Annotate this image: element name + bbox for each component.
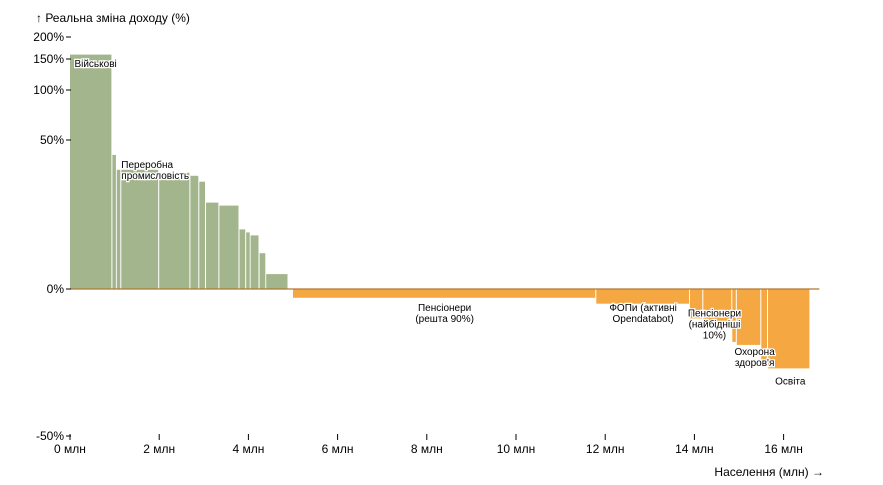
- annotation-label: Пенсіонери (решта 90%): [415, 303, 474, 325]
- bar-negative-15: [596, 289, 689, 304]
- annotation-label: Охорона здоров'я: [734, 347, 775, 369]
- annotation-label: Військові: [74, 59, 116, 70]
- bar-positive-8: [219, 205, 239, 289]
- bar-positive-3: [121, 169, 159, 289]
- bar-positive-7: [206, 202, 219, 289]
- annotation-line: здоров'я: [735, 358, 775, 369]
- bar-negative-19: [736, 289, 761, 345]
- bar-negative-20: [761, 289, 767, 366]
- x-tick-label: 0 млн: [54, 442, 86, 456]
- x-tick-label: 6 млн: [322, 442, 354, 456]
- bar-positive-9: [239, 229, 246, 289]
- bar-positive-1: [112, 154, 116, 289]
- bar-positive-12: [259, 253, 266, 289]
- bar-positive-11: [250, 235, 259, 289]
- x-tick-label: 14 млн: [675, 442, 714, 456]
- annotation-line: (найбідніші: [689, 319, 741, 331]
- bar-positive-0: [70, 54, 112, 289]
- y-tick-label: 0%: [47, 282, 65, 296]
- annotation-line: Пенсіонери: [418, 303, 471, 314]
- bar-negative-17: [703, 289, 732, 328]
- bar-positive-2: [116, 169, 121, 289]
- axes-layer: -50% 0% 50% 100% 150% 200% 0 млн 2 млн 4 млн 6 мл…: [33, 30, 820, 456]
- y-tick-label: 50%: [40, 133, 64, 147]
- annotation-line: промисловість: [121, 171, 189, 182]
- annotation-label: Пенсіонери (найбідніші 10%): [688, 309, 741, 342]
- bar-negative-18: [732, 289, 736, 342]
- y-tick-label: -50%: [36, 429, 64, 443]
- annotation-line: Opendatabot): [613, 314, 674, 325]
- x-tick-label: 4 млн: [232, 442, 264, 456]
- annotation-line: Пенсіонери: [688, 309, 741, 320]
- x-tick-label: 10 млн: [497, 442, 536, 456]
- annotation-line: 10%): [703, 331, 726, 342]
- annotation-line: Освіта: [775, 376, 806, 387]
- x-tick-label: 12 млн: [586, 442, 625, 456]
- bar-negative-14: [293, 289, 596, 298]
- bar-negative-21: [768, 289, 810, 369]
- bar-positive-10: [246, 232, 250, 289]
- y-tick-label: 200%: [33, 30, 64, 44]
- annotation-label: Переробна промисловість: [121, 159, 189, 182]
- x-tick-label: 8 млн: [411, 442, 443, 456]
- x-tick-label: 2 млн: [143, 442, 175, 456]
- bar-positive-6: [199, 181, 205, 289]
- annotation-label: Освіта: [775, 376, 806, 387]
- bar-positive-5: [190, 175, 199, 289]
- annotation-line: ФОПи (активні: [609, 303, 677, 314]
- x-axis-title: Населення (млн) →: [714, 465, 824, 479]
- bar-positive-4: [159, 172, 190, 289]
- annotation-line: Військові: [74, 59, 116, 70]
- annotation-line: Охорона: [734, 347, 775, 358]
- y-axis-title: ↑ Реальна зміна доходу (%): [36, 11, 190, 25]
- bar-positive-13: [266, 274, 288, 289]
- bars-layer: [70, 54, 810, 369]
- annotation-line: (решта 90%): [415, 314, 474, 325]
- annotations-layer: Військові Переробна промисловість Пенсіонер…: [73, 58, 807, 389]
- annotation-label: ФОПи (активні Opendatabot): [609, 303, 677, 325]
- y-tick-label: 100%: [33, 83, 64, 97]
- bar-negative-16: [689, 289, 703, 319]
- y-tick-label: 150%: [33, 52, 64, 66]
- x-tick-label: 16 млн: [764, 442, 803, 456]
- annotation-line: Переробна: [121, 159, 173, 171]
